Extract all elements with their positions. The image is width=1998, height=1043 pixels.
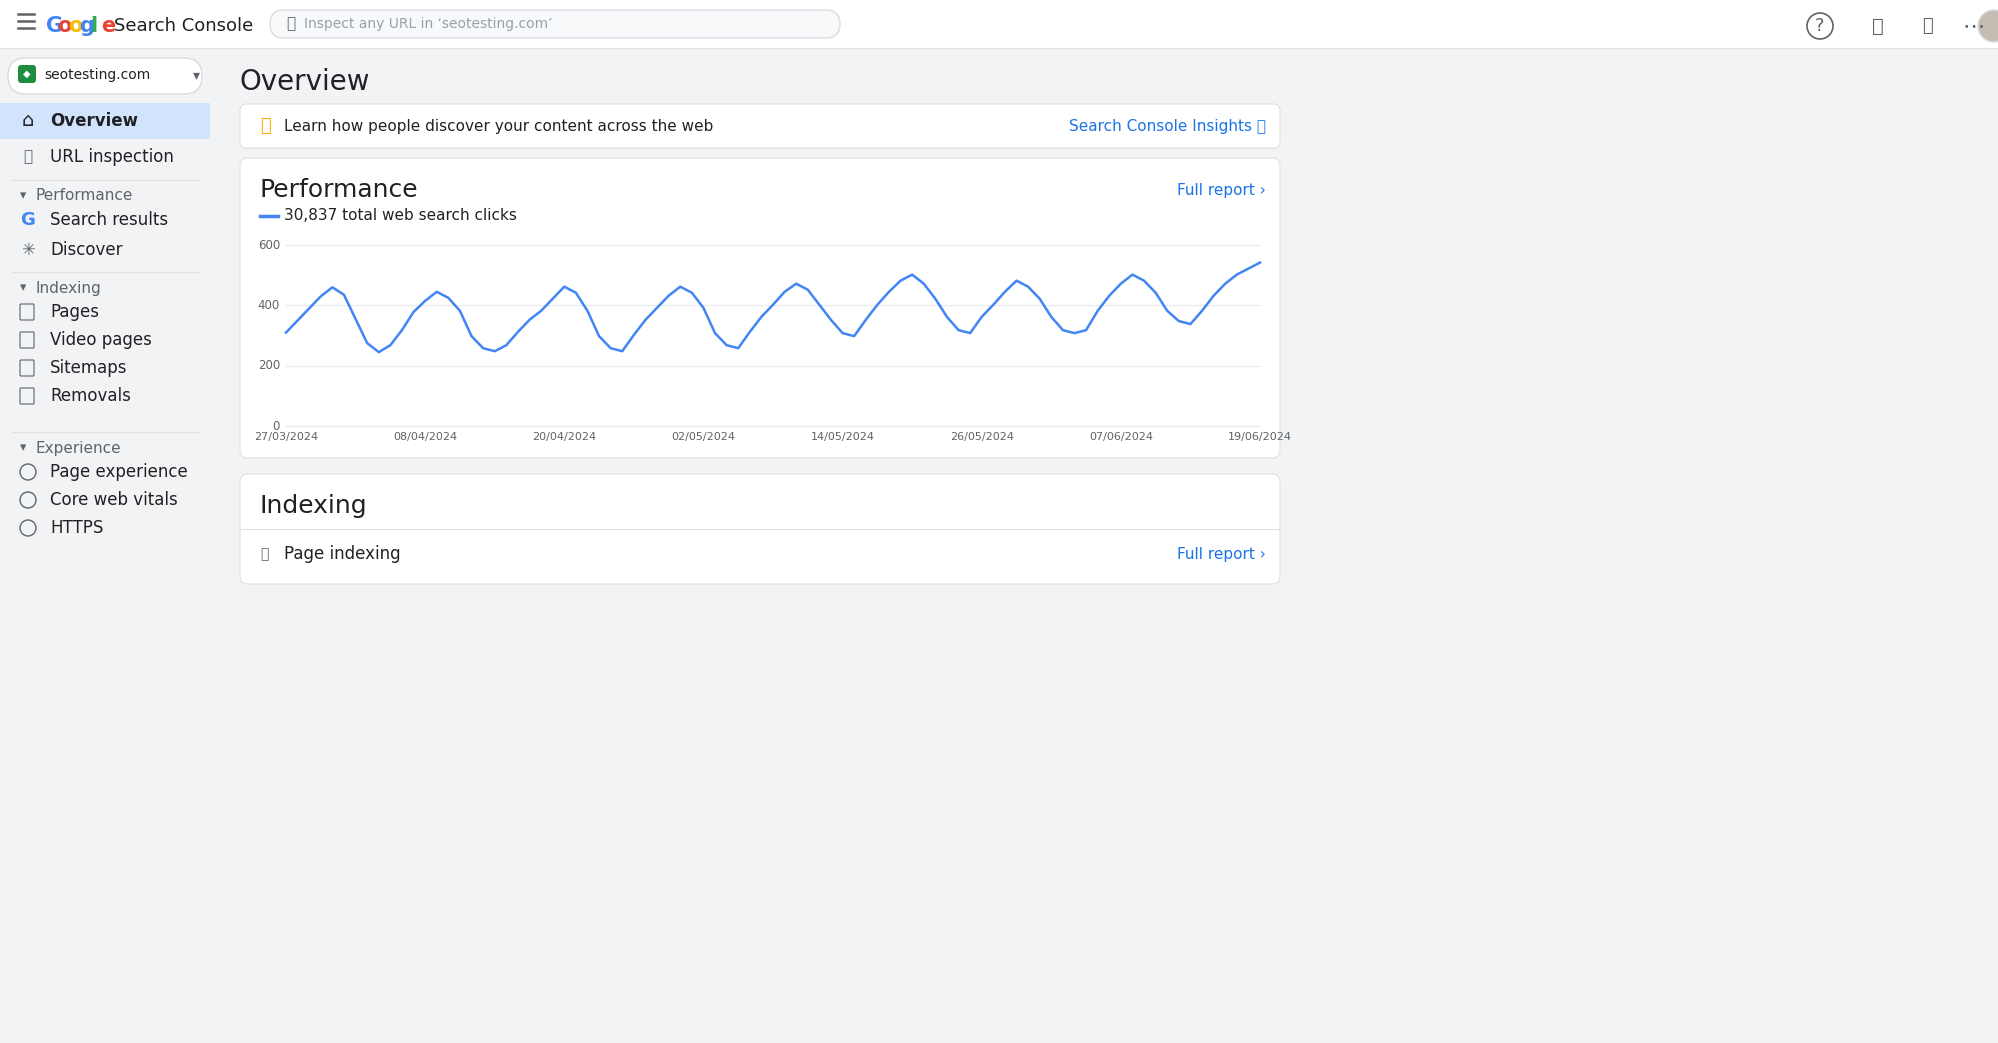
Text: Sitemaps: Sitemaps: [50, 359, 128, 377]
Text: 02/05/2024: 02/05/2024: [671, 432, 735, 442]
Bar: [0, 0, 1998, 48]
FancyBboxPatch shape: [270, 10, 839, 38]
Text: 400: 400: [258, 299, 280, 312]
Text: G: G: [46, 16, 64, 37]
Text: 600: 600: [258, 239, 280, 251]
Text: 30,837 total web search clicks: 30,837 total web search clicks: [284, 209, 517, 223]
Text: 27/03/2024: 27/03/2024: [254, 432, 318, 442]
Text: Full report ›: Full report ›: [1177, 547, 1265, 561]
Circle shape: [1976, 10, 1998, 42]
Text: 200: 200: [258, 359, 280, 372]
Text: 0: 0: [272, 419, 280, 433]
Text: 14/05/2024: 14/05/2024: [809, 432, 875, 442]
Text: Learn how people discover your content across the web: Learn how people discover your content a…: [284, 119, 713, 134]
Text: l: l: [90, 16, 98, 37]
Text: 08/04/2024: 08/04/2024: [394, 432, 458, 442]
FancyBboxPatch shape: [8, 58, 202, 94]
Text: 20/04/2024: 20/04/2024: [531, 432, 595, 442]
Text: Core web vitals: Core web vitals: [50, 491, 178, 509]
Text: ◆: ◆: [24, 69, 30, 79]
Text: ⋯: ⋯: [1962, 16, 1984, 37]
Text: ▾: ▾: [20, 282, 26, 294]
Text: o: o: [58, 16, 72, 37]
Text: ?: ?: [1814, 17, 1824, 35]
Text: Indexing: Indexing: [260, 494, 368, 518]
Text: Performance: Performance: [260, 178, 418, 202]
Text: Video pages: Video pages: [50, 331, 152, 349]
Text: ✳: ✳: [22, 241, 34, 259]
Text: Performance: Performance: [36, 189, 134, 203]
Text: Page experience: Page experience: [50, 463, 188, 481]
Text: Search Console Insights ⧉: Search Console Insights ⧉: [1069, 119, 1265, 134]
Text: Full report ›: Full report ›: [1177, 183, 1265, 197]
Text: Indexing: Indexing: [36, 281, 102, 295]
Text: HTTPS: HTTPS: [50, 519, 104, 537]
Text: seotesting.com: seotesting.com: [44, 68, 150, 82]
Text: Experience: Experience: [36, 440, 122, 456]
Text: ⧄: ⧄: [260, 547, 268, 561]
Text: 💡: 💡: [260, 117, 270, 135]
FancyBboxPatch shape: [240, 157, 1279, 458]
Bar: [0, 103, 210, 139]
Text: 07/06/2024: 07/06/2024: [1089, 432, 1153, 442]
Text: ▾: ▾: [20, 441, 26, 455]
Text: URL inspection: URL inspection: [50, 148, 174, 166]
Text: Pages: Pages: [50, 304, 100, 321]
Text: ⌂: ⌂: [22, 112, 34, 130]
FancyBboxPatch shape: [18, 65, 36, 83]
Text: g: g: [80, 16, 94, 37]
Text: Search Console: Search Console: [114, 17, 254, 35]
Text: Overview: Overview: [50, 112, 138, 130]
FancyBboxPatch shape: [240, 104, 1279, 148]
Text: e: e: [102, 16, 116, 37]
Text: 🔔: 🔔: [1922, 17, 1932, 35]
FancyBboxPatch shape: [240, 474, 1279, 584]
Text: ⛹: ⛹: [1872, 17, 1882, 35]
Text: ⌕: ⌕: [286, 17, 296, 31]
Text: 26/05/2024: 26/05/2024: [949, 432, 1013, 442]
Text: 🔍: 🔍: [24, 149, 32, 165]
Bar: [0, 48, 210, 1043]
Text: ▾: ▾: [192, 68, 200, 82]
Text: Removals: Removals: [50, 387, 130, 405]
Text: Discover: Discover: [50, 241, 122, 259]
Text: Search results: Search results: [50, 211, 168, 229]
Text: ▾: ▾: [20, 190, 26, 202]
Text: Page indexing: Page indexing: [284, 545, 400, 563]
Text: G: G: [20, 211, 36, 229]
Text: Inspect any URL in ‘seotesting.com’: Inspect any URL in ‘seotesting.com’: [304, 17, 551, 31]
Text: o: o: [68, 16, 82, 37]
Text: Overview: Overview: [240, 68, 370, 96]
Text: 19/06/2024: 19/06/2024: [1227, 432, 1291, 442]
